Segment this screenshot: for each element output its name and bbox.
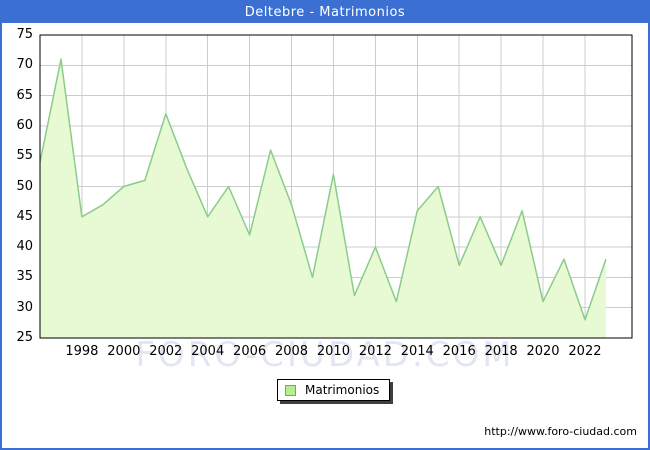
source-url: http://www.foro-ciudad.com [484, 425, 637, 438]
area-fill [40, 59, 606, 338]
plot-border [39, 34, 633, 339]
chart-title-bar: Deltebre - Matrimonios [2, 2, 648, 23]
data-line [39, 58, 607, 321]
legend-label: Matrimonios [305, 383, 380, 397]
legend: Matrimonios [277, 379, 391, 401]
page-title: Deltebre - Matrimonios [244, 5, 406, 20]
chart-canvas: FORO-CIUDAD.COM 25 30 35 40 45 50 55 60 65 70 75 19… [2, 23, 648, 448]
plot-area [39, 34, 633, 339]
legend-swatch-icon [285, 384, 296, 396]
